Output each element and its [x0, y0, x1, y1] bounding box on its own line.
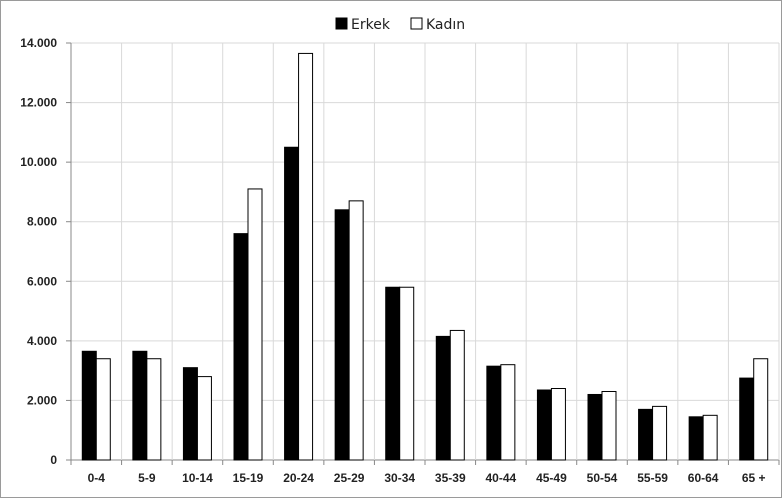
y-tick-label: 14.000 — [20, 36, 57, 50]
x-tick-label: 15-19 — [233, 471, 264, 485]
x-tick-label: 30-34 — [384, 471, 415, 485]
y-tick-label: 4.000 — [27, 334, 57, 348]
x-tick-label: 0-4 — [88, 471, 106, 485]
bar-kadin — [247, 188, 263, 461]
x-tick-label: 65 + — [742, 471, 766, 485]
y-tick-label: 2.000 — [27, 393, 57, 407]
x-tick-label: 50-54 — [587, 471, 618, 485]
bar-erkek — [182, 367, 198, 461]
bar-kadin — [348, 200, 364, 461]
y-tick-label: 0 — [50, 453, 57, 467]
bar-kadin — [500, 364, 516, 461]
x-tick-label: 35-39 — [435, 471, 466, 485]
bar-kadin — [550, 388, 566, 461]
bar-erkek — [132, 350, 148, 461]
x-tick-label: 55-59 — [637, 471, 668, 485]
y-tick-label: 10.000 — [20, 155, 57, 169]
bar-erkek — [385, 286, 401, 461]
bar-kadin — [95, 358, 111, 461]
bar-erkek — [638, 408, 654, 461]
y-tick-label: 12.000 — [20, 96, 57, 110]
x-tick-label: 45-49 — [536, 471, 567, 485]
x-tick-label: 40-44 — [486, 471, 517, 485]
bar-erkek — [739, 377, 755, 461]
legend-swatch-kadin — [410, 17, 423, 30]
bar-kadin — [449, 329, 465, 461]
bar-erkek — [688, 416, 704, 461]
bar-erkek — [81, 350, 97, 461]
bar-erkek — [536, 389, 552, 461]
x-tick-label: 60-64 — [688, 471, 719, 485]
bar-kadin — [298, 52, 314, 461]
legend-swatch-erkek — [335, 17, 348, 30]
bar-kadin — [702, 414, 718, 461]
bar-kadin — [196, 376, 212, 461]
x-tick-label: 5-9 — [138, 471, 156, 485]
bar-erkek — [435, 335, 451, 461]
bar-erkek — [587, 393, 603, 461]
bar-kadin — [753, 358, 769, 461]
x-tick-label: 10-14 — [182, 471, 213, 485]
bar-kadin — [601, 390, 617, 461]
legend-label-kadin: Kadın — [426, 17, 465, 33]
bar-erkek — [284, 146, 300, 461]
bar-erkek — [233, 233, 249, 461]
y-tick-label: 6.000 — [27, 274, 57, 288]
bar-kadin — [652, 405, 668, 461]
legend-label-erkek: Erkek — [351, 17, 391, 33]
bar-erkek — [334, 209, 350, 461]
x-tick-label: 25-29 — [334, 471, 365, 485]
x-tick-label: 20-24 — [283, 471, 314, 485]
bar-kadin — [146, 358, 162, 461]
bar-kadin — [399, 286, 415, 461]
bar-erkek — [486, 365, 502, 461]
y-tick-label: 8.000 — [27, 215, 57, 229]
